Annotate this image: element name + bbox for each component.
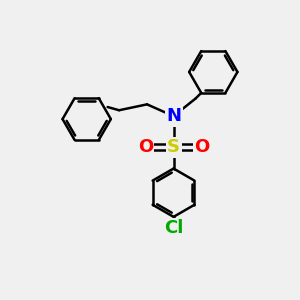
Text: O: O: [194, 138, 209, 156]
Text: N: N: [166, 107, 181, 125]
Text: S: S: [167, 138, 180, 156]
Text: O: O: [138, 138, 153, 156]
Text: Cl: Cl: [164, 219, 183, 237]
